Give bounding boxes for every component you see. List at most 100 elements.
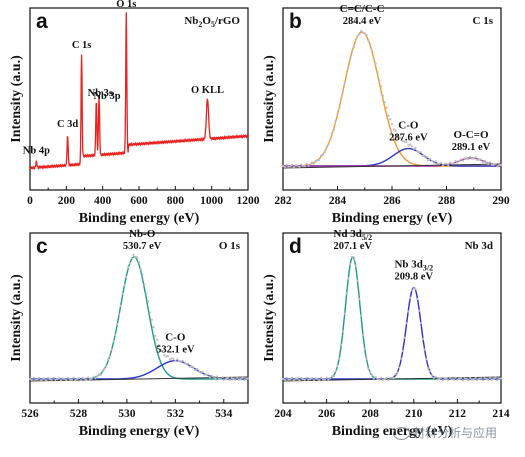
data-point bbox=[494, 162, 497, 165]
data-point bbox=[123, 284, 126, 287]
data-point bbox=[341, 90, 344, 93]
data-point bbox=[492, 163, 495, 166]
data-point bbox=[378, 79, 381, 82]
x-tick-label: 534 bbox=[215, 408, 233, 420]
data-point bbox=[341, 330, 344, 333]
data-point bbox=[430, 159, 434, 163]
data-point bbox=[450, 162, 453, 165]
data-point bbox=[463, 377, 466, 380]
data-point bbox=[41, 377, 44, 380]
data-point bbox=[481, 379, 484, 382]
data-point bbox=[45, 379, 48, 382]
peak-label: Nb 3s bbox=[88, 88, 113, 99]
data-point bbox=[499, 377, 503, 380]
data-point bbox=[452, 378, 455, 381]
x-tick-label: 530 bbox=[118, 408, 136, 420]
data-point bbox=[196, 367, 199, 371]
panel-letter: b bbox=[289, 10, 302, 33]
data-point bbox=[398, 136, 401, 139]
data-point bbox=[58, 377, 61, 380]
data-point bbox=[28, 377, 32, 381]
data-point bbox=[356, 35, 359, 38]
data-point bbox=[186, 362, 190, 365]
data-point bbox=[489, 376, 492, 379]
x-tick-label: 286 bbox=[383, 195, 401, 207]
data-point bbox=[39, 379, 43, 382]
data-point bbox=[367, 367, 370, 370]
data-point bbox=[208, 376, 211, 379]
data-point bbox=[367, 39, 370, 43]
data-point bbox=[418, 309, 421, 312]
data-point bbox=[403, 140, 406, 143]
data-point bbox=[470, 378, 473, 381]
data-point bbox=[309, 378, 312, 381]
data-point bbox=[459, 158, 463, 161]
x-tick-label: 290 bbox=[492, 195, 510, 207]
data-point bbox=[221, 376, 224, 379]
watermark-text: 材料分析与应用 bbox=[413, 426, 498, 440]
data-point bbox=[392, 377, 395, 380]
label-part: O bbox=[202, 15, 211, 27]
data-point bbox=[303, 164, 306, 168]
x-tick-label: 400 bbox=[94, 195, 112, 207]
corner-label: Nb2O5/rGO bbox=[184, 15, 240, 29]
data-point bbox=[456, 378, 459, 381]
data-point bbox=[439, 376, 443, 379]
data-point bbox=[148, 311, 151, 314]
data-point bbox=[414, 288, 417, 291]
data-point bbox=[445, 162, 448, 165]
data-point bbox=[469, 155, 472, 158]
data-point bbox=[83, 377, 86, 380]
peak-name: C=C/C-C bbox=[340, 3, 385, 15]
data-point bbox=[305, 376, 308, 379]
data-point bbox=[380, 85, 383, 88]
data-point bbox=[370, 374, 374, 377]
data-point bbox=[376, 377, 379, 380]
data-point bbox=[143, 283, 146, 286]
x-tick-label: 204 bbox=[274, 408, 292, 420]
data-point bbox=[405, 141, 408, 144]
data-point bbox=[154, 334, 157, 337]
x-tick-label: 208 bbox=[362, 408, 380, 420]
data-point bbox=[387, 378, 390, 382]
data-point bbox=[43, 377, 46, 380]
x-tick-label: 210 bbox=[405, 408, 423, 420]
data-point bbox=[479, 377, 483, 380]
data-point bbox=[90, 377, 93, 380]
fit-component bbox=[283, 256, 501, 380]
data-point bbox=[168, 358, 171, 361]
data-point bbox=[203, 373, 206, 376]
data-point bbox=[76, 377, 79, 380]
survey-line bbox=[29, 12, 249, 171]
x-tick-label: 800 bbox=[167, 195, 185, 207]
data-point bbox=[287, 165, 290, 168]
data-point bbox=[192, 366, 195, 369]
data-point bbox=[294, 377, 297, 380]
corner-label: C 1s bbox=[473, 15, 494, 27]
data-point bbox=[438, 162, 441, 165]
data-point bbox=[65, 379, 68, 382]
data-point bbox=[72, 376, 75, 379]
peak-name-text: Nb-O bbox=[129, 228, 156, 240]
data-point bbox=[291, 376, 294, 379]
data-point bbox=[485, 377, 488, 381]
data-point bbox=[432, 161, 435, 164]
panel-d: 204 206 208 210 212 214 Binding energy (eV) Int… bbox=[262, 228, 510, 439]
data-point bbox=[150, 318, 153, 321]
data-point bbox=[361, 31, 364, 34]
data-point bbox=[167, 355, 170, 358]
data-point bbox=[443, 162, 446, 165]
data-point bbox=[412, 147, 415, 150]
data-point bbox=[331, 132, 334, 135]
data-point bbox=[421, 337, 424, 340]
data-point bbox=[329, 376, 332, 380]
data-point bbox=[425, 358, 428, 361]
data-point bbox=[101, 369, 104, 372]
data-point bbox=[226, 376, 230, 380]
y-axis-title: Intensity (a.u.) bbox=[262, 274, 277, 362]
wechat-icon bbox=[393, 427, 410, 440]
data-point bbox=[458, 377, 461, 380]
data-point bbox=[318, 158, 321, 161]
data-point bbox=[434, 160, 437, 163]
data-point bbox=[314, 159, 317, 163]
